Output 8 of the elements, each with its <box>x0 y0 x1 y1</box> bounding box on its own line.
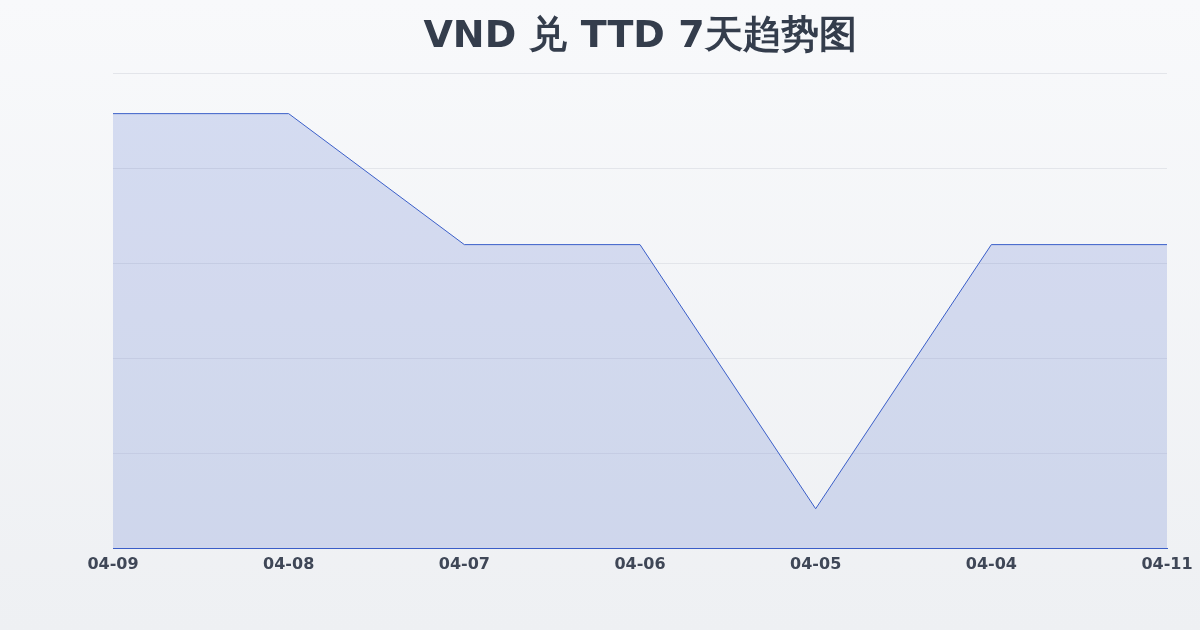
chart-title: VND 兑 TTD 7天趋势图 <box>423 11 857 56</box>
x-tick-label: 04-06 <box>614 553 666 573</box>
x-tick-label: 04-04 <box>965 553 1017 573</box>
x-tick-label: 04-08 <box>263 553 315 573</box>
x-tick-label: 04-05 <box>790 553 842 573</box>
x-tick-label: 04-11 <box>1141 553 1193 573</box>
x-tick-label: 04-09 <box>87 553 139 573</box>
x-tick-label: 04-07 <box>438 553 490 573</box>
